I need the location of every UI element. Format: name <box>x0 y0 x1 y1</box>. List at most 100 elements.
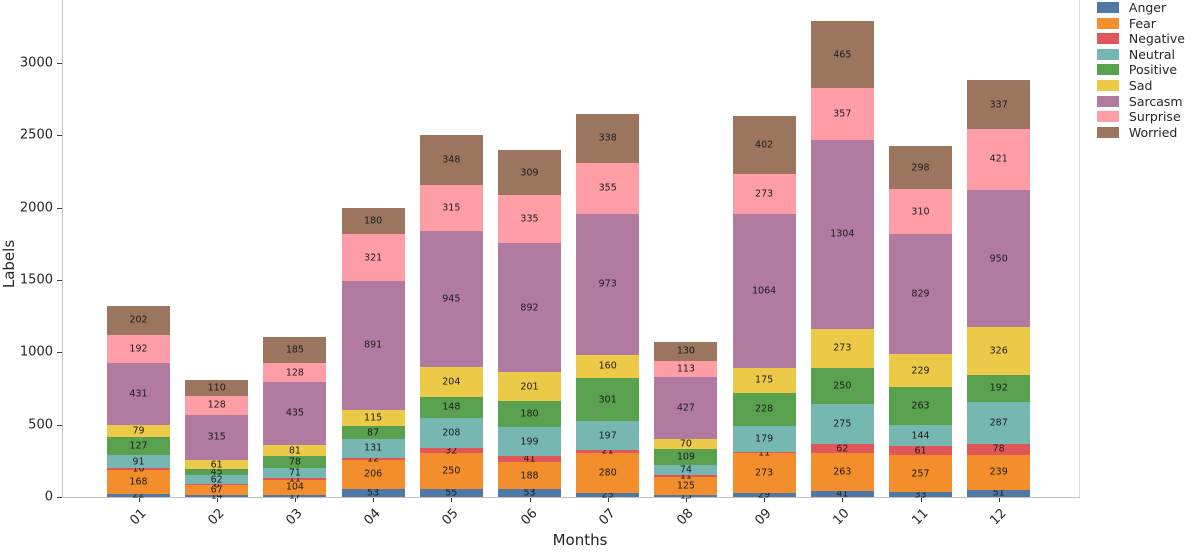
x-tick-mark <box>529 498 531 502</box>
y-tick-mark <box>57 497 62 498</box>
bar-segment-value: 180 <box>520 408 539 420</box>
bar-segment-negative-month-05: 32 <box>419 446 483 455</box>
bar-segment-value: 239 <box>989 466 1008 478</box>
legend-swatch-sad <box>1096 79 1119 91</box>
bar-segment-value: 973 <box>598 278 617 290</box>
bar-segment-value: 250 <box>833 380 852 392</box>
bar-segment-value: 53 <box>367 487 380 499</box>
bar-segment-positive-month-12: 192 <box>967 374 1031 403</box>
bar-segment-value: 62 <box>836 442 849 454</box>
bar-segment-sad-month-03: 81 <box>263 444 327 457</box>
bar-segment-positive-month-06: 180 <box>498 401 561 428</box>
y-tick-mark <box>57 280 62 281</box>
bar-segment-positive-month-10: 250 <box>810 368 874 405</box>
bar-month-10: 41 263 62 275 250 273 1304 357 465 <box>810 21 874 498</box>
legend-label-fear: Fear <box>1128 15 1156 31</box>
bar-segment-value: 67 <box>210 484 223 496</box>
legend-label-positive: Positive <box>1128 62 1178 78</box>
bar-segment-sad-month-08: 70 <box>654 438 718 449</box>
y-axis-spine <box>62 0 63 497</box>
bar-segment-surprise-month-07: 355 <box>576 162 640 214</box>
bar-segment-anger-month-06: 53 <box>498 488 561 497</box>
bar-segment-surprise-month-10: 357 <box>810 88 874 140</box>
bar-segment-value: 228 <box>755 403 774 415</box>
bar-segment-sarcasm-month-10: 1304 <box>810 140 874 329</box>
x-tick-mark <box>685 498 687 502</box>
y-tick-label-2500: 2500 <box>19 127 53 143</box>
x-tick-label-11: 11 <box>908 506 932 529</box>
x-tick-label-02: 02 <box>204 506 228 529</box>
bar-segment-worried-month-03: 185 <box>263 336 327 364</box>
bar-segment-neutral-month-12: 287 <box>967 402 1031 444</box>
bar-segment-value: 61 <box>914 444 927 456</box>
bar-segment-value: 87 <box>367 426 380 438</box>
bar-segment-fear-month-01: 168 <box>107 469 170 494</box>
bar-segment-sarcasm-month-01: 431 <box>107 362 170 426</box>
x-tick-label-08: 08 <box>674 506 697 529</box>
legend-item-sarcasm: Sarcasm <box>1096 94 1185 109</box>
x-tick-label-10: 10 <box>830 506 853 529</box>
bar-segment-value: 309 <box>520 166 539 178</box>
bar-segment-value: 113 <box>676 363 695 375</box>
legend-item-anger: Anger <box>1096 0 1185 15</box>
bar-segment-value: 298 <box>911 162 930 174</box>
bar-segment-value: 202 <box>129 314 148 326</box>
legend-label-neutral: Neutral <box>1128 46 1176 62</box>
bar-segment-value: 275 <box>833 418 852 430</box>
legend-swatch-neutral <box>1096 48 1119 60</box>
bar-segment-value: 263 <box>911 400 930 412</box>
bar-segment-worried-month-05: 348 <box>419 134 483 186</box>
bar-segment-fear-month-10: 263 <box>810 453 874 492</box>
x-tick-label-06: 06 <box>517 506 541 529</box>
x-tick-label-09: 09 <box>752 506 775 529</box>
bar-month-07: 25 280 21 197 301 160 973 355 338 <box>576 113 640 499</box>
bar-segment-anger-month-04: 53 <box>341 487 405 499</box>
bar-segment-value: 1064 <box>752 284 777 296</box>
x-tick-label-12: 12 <box>986 506 1010 529</box>
bar-segment-value: 208 <box>442 427 461 439</box>
bar-segment-surprise-month-08: 113 <box>654 360 718 378</box>
x-axis-spine <box>62 497 1080 498</box>
bar-segment-negative-month-09: 11 <box>732 448 796 457</box>
bar-segment-surprise-month-12: 421 <box>967 129 1031 190</box>
legend-label-worried: Worried <box>1128 124 1178 140</box>
bar-segment-value: 175 <box>755 374 774 386</box>
bar-segment-neutral-month-06: 199 <box>498 427 561 457</box>
bar-segment-sarcasm-month-08: 427 <box>654 377 718 439</box>
bar-segment-value: 338 <box>598 132 617 144</box>
bar-segment-value: 91 <box>132 455 145 467</box>
y-axis-title: Labels <box>0 239 18 289</box>
bar-segment-anger-month-02: 14 <box>185 491 249 500</box>
bar-segment-positive-month-01: 127 <box>107 436 170 455</box>
y-tick-label-1000: 1000 <box>19 344 53 360</box>
bar-segment-value: 355 <box>598 182 617 194</box>
x-tick-mark <box>842 498 844 502</box>
bar-segment-worried-month-10: 465 <box>810 21 874 89</box>
y-tick-mark <box>57 424 62 426</box>
x-tick-mark <box>138 498 140 502</box>
legend-item-fear: Fear <box>1096 15 1185 31</box>
bar-segment-worried-month-11: 298 <box>889 146 952 190</box>
bar-segment-value: 127 <box>129 440 148 451</box>
bar-segment-value: 315 <box>207 431 226 443</box>
bar-segment-value: 427 <box>676 402 695 414</box>
y-tick-label-0: 0 <box>44 489 53 505</box>
bar-segment-sad-month-02: 61 <box>185 460 249 469</box>
bar-segment-fear-month-08: 125 <box>654 477 718 496</box>
bar-segment-value: 301 <box>598 393 617 405</box>
bar-segment-value: 179 <box>755 433 774 445</box>
bar-segment-value: 81 <box>288 444 301 456</box>
bar-segment-sad-month-11: 229 <box>889 354 952 388</box>
bar-segment-value: 335 <box>520 213 539 225</box>
bar-segment-value: 287 <box>989 417 1008 429</box>
bar-segment-value: 78 <box>288 456 301 468</box>
bar-segment-negative-month-04: 12 <box>341 454 405 463</box>
bar-segment-value: 115 <box>364 412 383 424</box>
legend-label-anger: Anger <box>1128 0 1167 15</box>
bar-segment-fear-month-12: 239 <box>967 455 1031 490</box>
legend-swatch-surprise <box>1096 111 1119 123</box>
legend: Anger Fear Negative Neutral Positive Sad Sarca… <box>1096 0 1185 140</box>
bar-segment-value: 280 <box>598 467 617 479</box>
bar-segment-anger-month-12: 51 <box>967 489 1031 498</box>
